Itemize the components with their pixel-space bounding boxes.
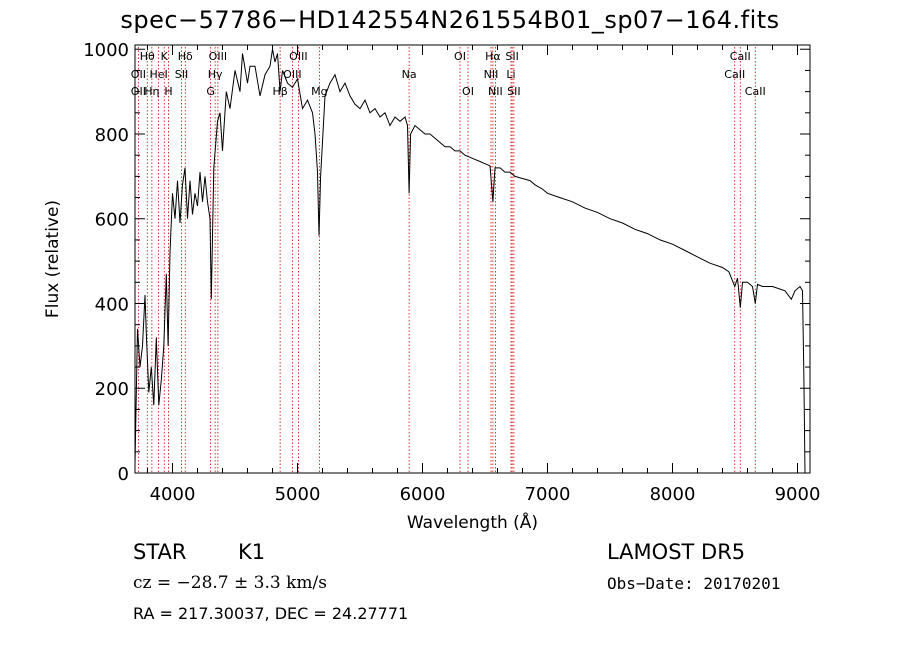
line-marker-label-21: NII	[488, 85, 503, 98]
line-marker-label-15: Mg	[311, 85, 327, 98]
line-marker-label-16: Na	[402, 68, 417, 81]
redshift-cz: cz = −28.7 ± 3.3 km/s	[133, 573, 327, 593]
x-tick-label-7000: 7000	[525, 484, 571, 505]
x-tick-label-4000: 4000	[150, 484, 196, 505]
line-markers	[137, 47, 756, 473]
y-axis-label: Flux (relative)	[43, 200, 63, 318]
spectrum-line	[134, 49, 806, 474]
line-marker-label-26: CaII	[724, 68, 745, 81]
line-marker-label-18: OI	[462, 85, 474, 98]
ra-dec-coordinates: RA = 217.30037, DEC = 24.27771	[133, 604, 409, 623]
line-marker-label-4: HeI	[149, 68, 167, 81]
line-marker-label-0: Hθ	[140, 50, 155, 63]
y-tick-label-0: 0	[118, 464, 129, 485]
chart-title: spec−57786−HD142554N261554B01_sp07−164.f…	[120, 6, 780, 34]
line-marker-label-8: SII	[175, 68, 188, 81]
y-tick-label-400: 400	[95, 294, 129, 315]
line-marker-label-6: H	[164, 85, 172, 98]
object-subclass: K1	[238, 540, 266, 564]
x-tick-label-9000: 9000	[775, 484, 821, 505]
x-axis-label: Wavelength (Å)	[407, 511, 538, 533]
survey-name: LAMOST DR5	[607, 540, 746, 564]
line-marker-label-19: Hα	[485, 50, 501, 63]
line-marker-label-20: NII	[484, 68, 499, 81]
line-marker-label-10: Hγ	[208, 68, 223, 81]
line-marker-label-23: Li	[506, 68, 515, 81]
plot-frame	[134, 44, 811, 474]
observation-date: Obs−Date: 20170201	[607, 574, 781, 593]
line-marker-label-17: OI	[454, 50, 466, 63]
line-marker-label-7: Hδ	[178, 50, 193, 63]
line-marker-label-3: K	[161, 50, 169, 63]
y-tick-label-200: 200	[95, 379, 129, 400]
y-tick-label-1000: 1000	[83, 40, 129, 61]
line-marker-label-11: G	[206, 85, 215, 98]
line-marker-label-25: CaII	[730, 50, 751, 63]
x-tick-label-8000: 8000	[650, 484, 696, 505]
line-marker-label-9: OIII	[209, 50, 227, 63]
line-marker-label-22: SII	[505, 50, 518, 63]
line-marker-label-12: OIII	[289, 50, 307, 63]
line-marker-label-27: CaII	[745, 85, 766, 98]
y-tick-label-800: 800	[95, 125, 129, 146]
y-axis-ticks: 0 200 400 600 800 1000	[83, 40, 810, 485]
x-tick-label-6000: 6000	[400, 484, 446, 505]
y-tick-label-600: 600	[95, 210, 129, 231]
line-marker-label-5: Hη	[144, 85, 159, 98]
x-axis-ticks: 4000 5000 6000 7000 8000 9000	[147, 45, 821, 505]
object-class: STAR	[133, 540, 187, 564]
line-marker-label-13: OIII	[283, 68, 301, 81]
x-tick-label-5000: 5000	[275, 484, 321, 505]
line-marker-label-24: SII	[507, 85, 520, 98]
